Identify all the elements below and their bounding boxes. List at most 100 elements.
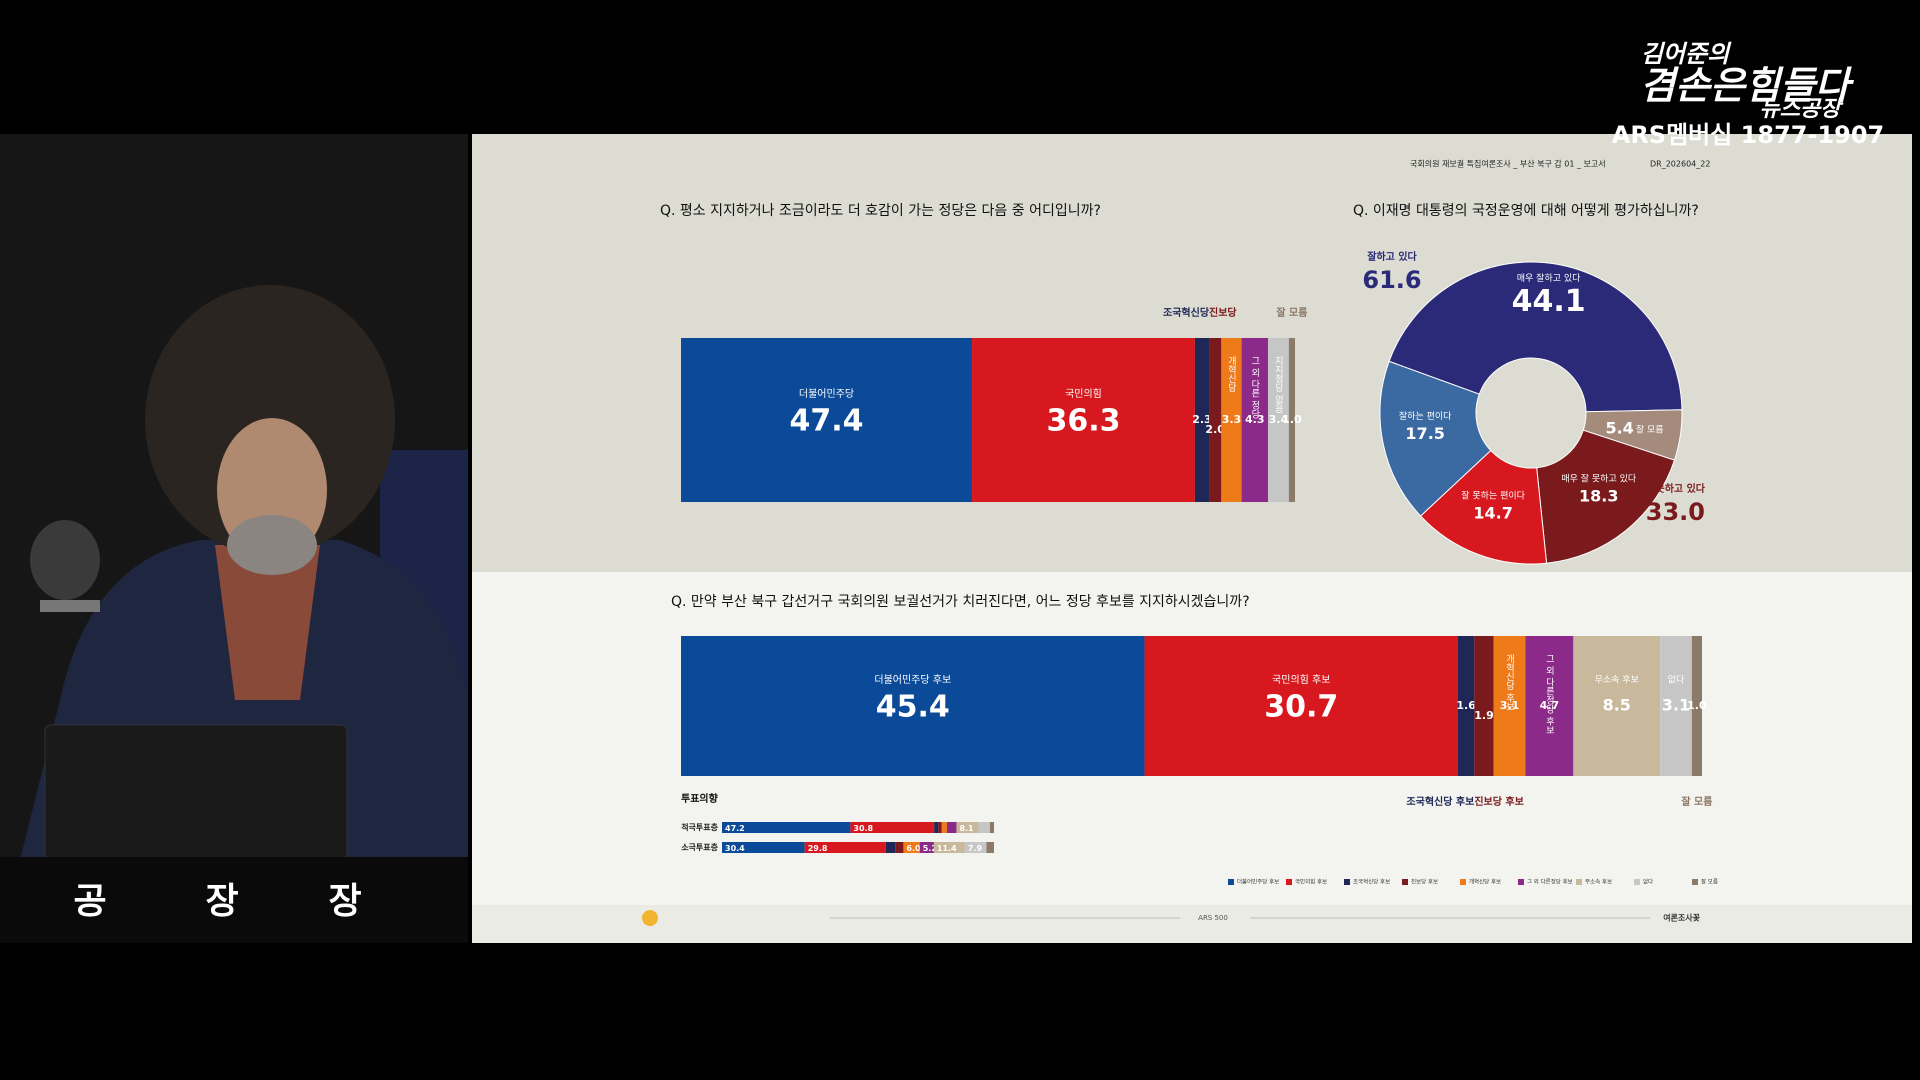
row-segment (903, 842, 920, 853)
logo: ARS멤버십 1877-1907 (1612, 121, 1885, 149)
chart-title: Q. 이재명 대통령의 국정운영에 대해 어떻게 평가하십니까? (1353, 203, 1699, 219)
bar-segment (1288, 338, 1295, 502)
row-segment (919, 842, 934, 853)
bar-segment (972, 338, 1195, 502)
shirt (215, 545, 320, 700)
segment-name: 지지정당 없음 (1273, 356, 1283, 413)
segment-name: 개혁신당 (1226, 356, 1236, 392)
value-label: 8.5 (1603, 696, 1631, 715)
chart-title: 투표의향 (681, 792, 719, 805)
donut-segment (1419, 449, 1548, 565)
bar-segment (1660, 636, 1692, 776)
legend-swatch (1344, 879, 1350, 885)
bar-segment (1241, 338, 1268, 502)
legend-label: 없다 (1643, 878, 1653, 886)
logo: 겸손은힘들다 (1640, 64, 1855, 108)
row-segment (989, 822, 994, 833)
bar-segment (1474, 636, 1494, 776)
donut-segment (1536, 429, 1676, 564)
segment-name: 개혁신당 후보 (1504, 654, 1514, 711)
chart-title: Q. 만약 부산 북구 갑선거구 국회의원 보궐선거가 치러진다면, 어느 정당… (671, 594, 1250, 610)
bar-segment (1221, 338, 1242, 502)
legend-label: 그 외 다른정당 후보 (1527, 878, 1573, 886)
value-label: 8.1 (959, 824, 974, 833)
row-segment (934, 822, 939, 833)
row-segment (946, 822, 957, 833)
segment-name: 더불어민주당 후보 (874, 674, 951, 686)
slide-footer (472, 905, 1912, 943)
segment-name: 조국혁신당 (1163, 306, 1210, 319)
row-segment (978, 822, 990, 833)
slice-name: 잘하는 편이다 (1399, 410, 1452, 422)
value-label: 7.9 (968, 844, 983, 853)
value-label: 3.4 (1269, 413, 1289, 426)
row-segment (804, 842, 886, 853)
bar-segment (681, 636, 1145, 776)
segment-name: 국민의힘 (1065, 388, 1102, 400)
row-segment (964, 842, 987, 853)
value-label: 4.7 (1540, 699, 1560, 712)
nameplate-text: 공 (73, 881, 106, 922)
group-label: 잘하고 있다 (1367, 250, 1417, 263)
row-segment (722, 822, 851, 833)
row-segment (938, 822, 942, 833)
bar-segment (1194, 338, 1210, 502)
nameplate-text: 장 (328, 881, 361, 922)
value-label: 14.7 (1473, 504, 1512, 523)
row-segment (850, 822, 935, 833)
segment-name: 없다 (1668, 675, 1685, 686)
segment-name: 그 외 다른정당 후보 (1544, 654, 1554, 735)
row-segment (722, 842, 805, 853)
row-segment (895, 842, 904, 853)
segment-name: 잘 모름 (1276, 307, 1307, 319)
value-label: 3.3 (1222, 413, 1242, 426)
row-label: 소극투표층 (681, 842, 718, 852)
laptop (44, 724, 348, 861)
legend-swatch (1692, 879, 1698, 885)
value-label: 36.3 (1046, 404, 1120, 439)
value-label: 18.3 (1579, 487, 1618, 506)
segment-name: 국민의힘 후보 (1272, 674, 1330, 686)
value-label: 1.9 (1474, 709, 1494, 722)
value-label: 1.0 (1687, 699, 1707, 712)
nameplate-text: 장 (205, 881, 238, 922)
bar-segment (1573, 636, 1661, 776)
value-label: 30.4 (725, 844, 745, 853)
footer-text: ARS 500 (1198, 914, 1228, 922)
value-label: 29.8 (808, 844, 828, 853)
value-label: 6.0 (906, 844, 921, 853)
bar-segment (1209, 338, 1222, 502)
slide-header: 국회의원 재보궐 특집여론조사 _ 부산 북구 갑 01 _ 보고서 (1410, 159, 1606, 169)
legend-swatch (1634, 879, 1640, 885)
legend-label: 조국혁신당 후보 (1353, 878, 1390, 886)
segment-name: 무소속 후보 (1595, 675, 1639, 686)
segment-name: 그 외 다른 정당 (1249, 356, 1259, 419)
legend-swatch (1402, 879, 1408, 885)
value-label: 2.0 (1205, 423, 1225, 436)
legend-swatch (1576, 879, 1582, 885)
chart-title: Q. 평소 지지하거나 조금이라도 더 호감이 가는 정당은 다음 중 어디입니… (660, 203, 1101, 219)
row-segment (986, 842, 994, 853)
row-segment (885, 842, 896, 853)
slice-name: 잘 못하는 편이다 (1461, 490, 1525, 502)
legend-label: 잘 모름 (1701, 878, 1718, 886)
bar-segment (1144, 636, 1458, 776)
legend-label: 진보당 후보 (1411, 878, 1438, 886)
value-label: 2.3 (1192, 413, 1212, 426)
value-label: 3.1 (1662, 696, 1690, 715)
segment-name: 조국혁신당 후보 (1406, 795, 1474, 808)
value-label: 30.7 (1264, 690, 1338, 725)
segment-name: 진보당 후보 (1474, 795, 1523, 808)
value-label: 1.6 (1456, 699, 1476, 712)
value-label: 5.4 (1605, 418, 1633, 437)
legend-label: 개혁신당 후보 (1469, 878, 1501, 886)
beard (227, 515, 317, 575)
slice-name: 잘 모름 (1636, 423, 1664, 435)
bar-segment (1691, 636, 1702, 776)
value-label: 5.2 (923, 844, 937, 853)
logo: 뉴스공장 (1760, 97, 1845, 122)
legend-swatch (1460, 879, 1466, 885)
segment-name: 더불어민주당 (799, 388, 854, 400)
